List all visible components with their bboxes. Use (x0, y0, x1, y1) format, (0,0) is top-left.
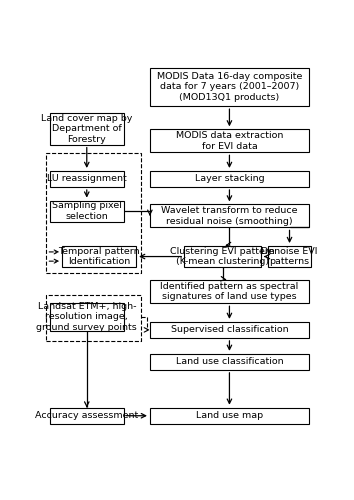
FancyBboxPatch shape (268, 246, 311, 267)
FancyBboxPatch shape (150, 322, 309, 338)
FancyBboxPatch shape (50, 113, 124, 144)
Text: LU reassignment: LU reassignment (47, 174, 127, 184)
Text: Temporal pattern
Identification: Temporal pattern Identification (58, 247, 140, 266)
Text: Land use map: Land use map (196, 411, 263, 420)
Text: Wavelet transform to reduce
residual noise (smoothing): Wavelet transform to reduce residual noi… (161, 206, 298, 226)
FancyBboxPatch shape (50, 408, 124, 424)
FancyBboxPatch shape (150, 280, 309, 303)
FancyBboxPatch shape (50, 302, 124, 332)
Text: Layer stacking: Layer stacking (195, 174, 264, 184)
Text: Land cover map by
Department of
Forestry: Land cover map by Department of Forestry (41, 114, 132, 144)
Text: Sampling pixel
selection: Sampling pixel selection (52, 202, 122, 221)
Text: Land use classification: Land use classification (176, 358, 283, 366)
Text: MODIS Data 16-day composite
data for 7 years (2001–2007)
(MOD13Q1 products): MODIS Data 16-day composite data for 7 y… (157, 72, 302, 102)
Text: Denoise EVI
patterns: Denoise EVI patterns (261, 247, 318, 266)
FancyBboxPatch shape (184, 246, 261, 267)
FancyBboxPatch shape (50, 171, 124, 187)
FancyBboxPatch shape (150, 130, 309, 152)
Text: Supervised classification: Supervised classification (171, 326, 288, 334)
FancyBboxPatch shape (50, 200, 124, 222)
Text: Landsat ETM+, high-
resolution image,
ground survey points: Landsat ETM+, high- resolution image, gr… (36, 302, 137, 332)
FancyBboxPatch shape (62, 246, 136, 267)
FancyBboxPatch shape (150, 204, 309, 228)
FancyBboxPatch shape (150, 408, 309, 424)
Text: Accuracy assessment: Accuracy assessment (35, 411, 138, 420)
Text: Identified pattern as spectral
signatures of land use types: Identified pattern as spectral signature… (160, 282, 298, 302)
FancyBboxPatch shape (150, 171, 309, 187)
Text: Clustering EVI pattern
(K-mean clustering): Clustering EVI pattern (K-mean clusterin… (170, 247, 275, 266)
FancyBboxPatch shape (150, 354, 309, 370)
Text: MODIS data extraction
for EVI data: MODIS data extraction for EVI data (176, 131, 283, 150)
FancyBboxPatch shape (150, 68, 309, 106)
